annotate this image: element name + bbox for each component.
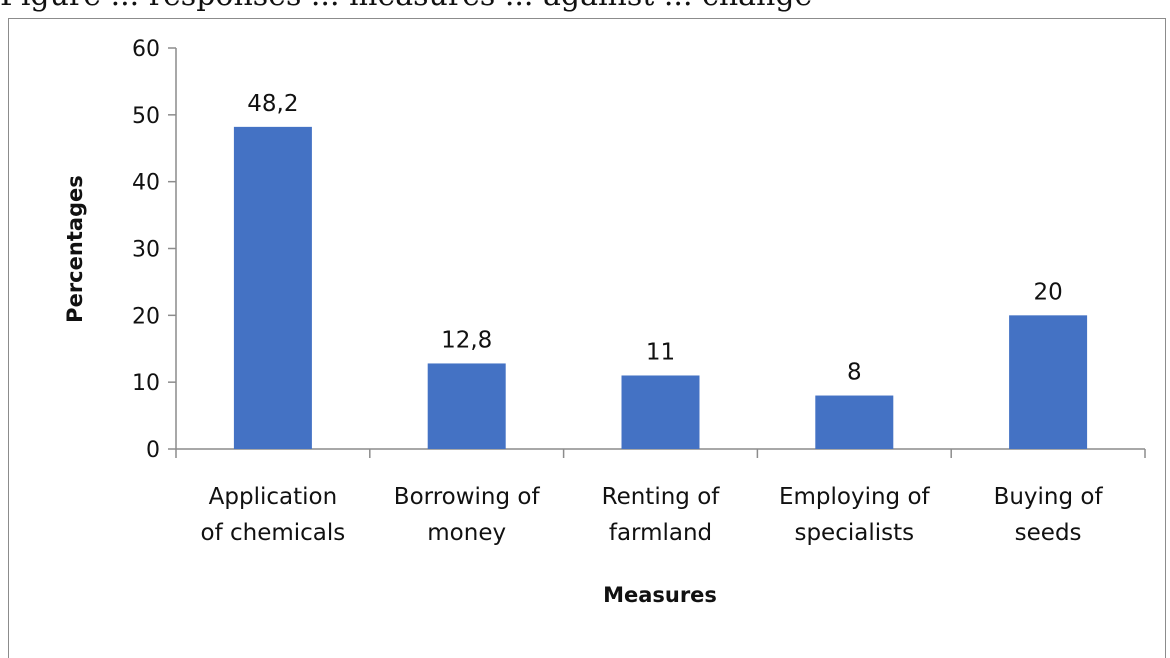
x-category-label: seeds	[1015, 520, 1082, 546]
x-category-label: money	[427, 520, 506, 546]
chart-frame	[8, 18, 1166, 658]
x-axis-title: Measures	[603, 583, 717, 607]
data-label: 48,2	[247, 91, 298, 117]
data-label: 12,8	[441, 327, 492, 353]
x-category-label: Borrowing of	[394, 484, 541, 510]
y-axis-title: Percentages	[63, 175, 87, 323]
y-tick-label: 50	[132, 104, 160, 129]
x-category-label: farmland	[609, 520, 712, 546]
data-label: 11	[646, 339, 675, 365]
y-tick-label: 40	[132, 171, 160, 196]
y-tick-label: 10	[132, 371, 160, 396]
x-category-label: Buying of	[994, 484, 1104, 510]
x-category-label: Employing of	[779, 484, 931, 510]
bar	[427, 363, 506, 449]
data-label: 20	[1033, 279, 1062, 305]
bar	[233, 126, 312, 449]
x-category-label: of chemicals	[201, 520, 346, 546]
x-category-label: Renting of	[602, 484, 721, 510]
x-category-label: specialists	[794, 520, 914, 546]
figure-caption: Figure ... responses ... measures ... ag…	[0, 0, 1170, 13]
data-label: 8	[847, 360, 862, 386]
y-tick-label: 0	[146, 438, 160, 463]
y-tick-label: 60	[132, 37, 160, 62]
bar	[1009, 315, 1088, 449]
y-tick-label: 20	[132, 304, 160, 329]
x-category-label: Application	[209, 484, 338, 510]
y-tick-label: 30	[132, 238, 160, 263]
bar	[621, 375, 700, 449]
bar	[815, 395, 894, 449]
